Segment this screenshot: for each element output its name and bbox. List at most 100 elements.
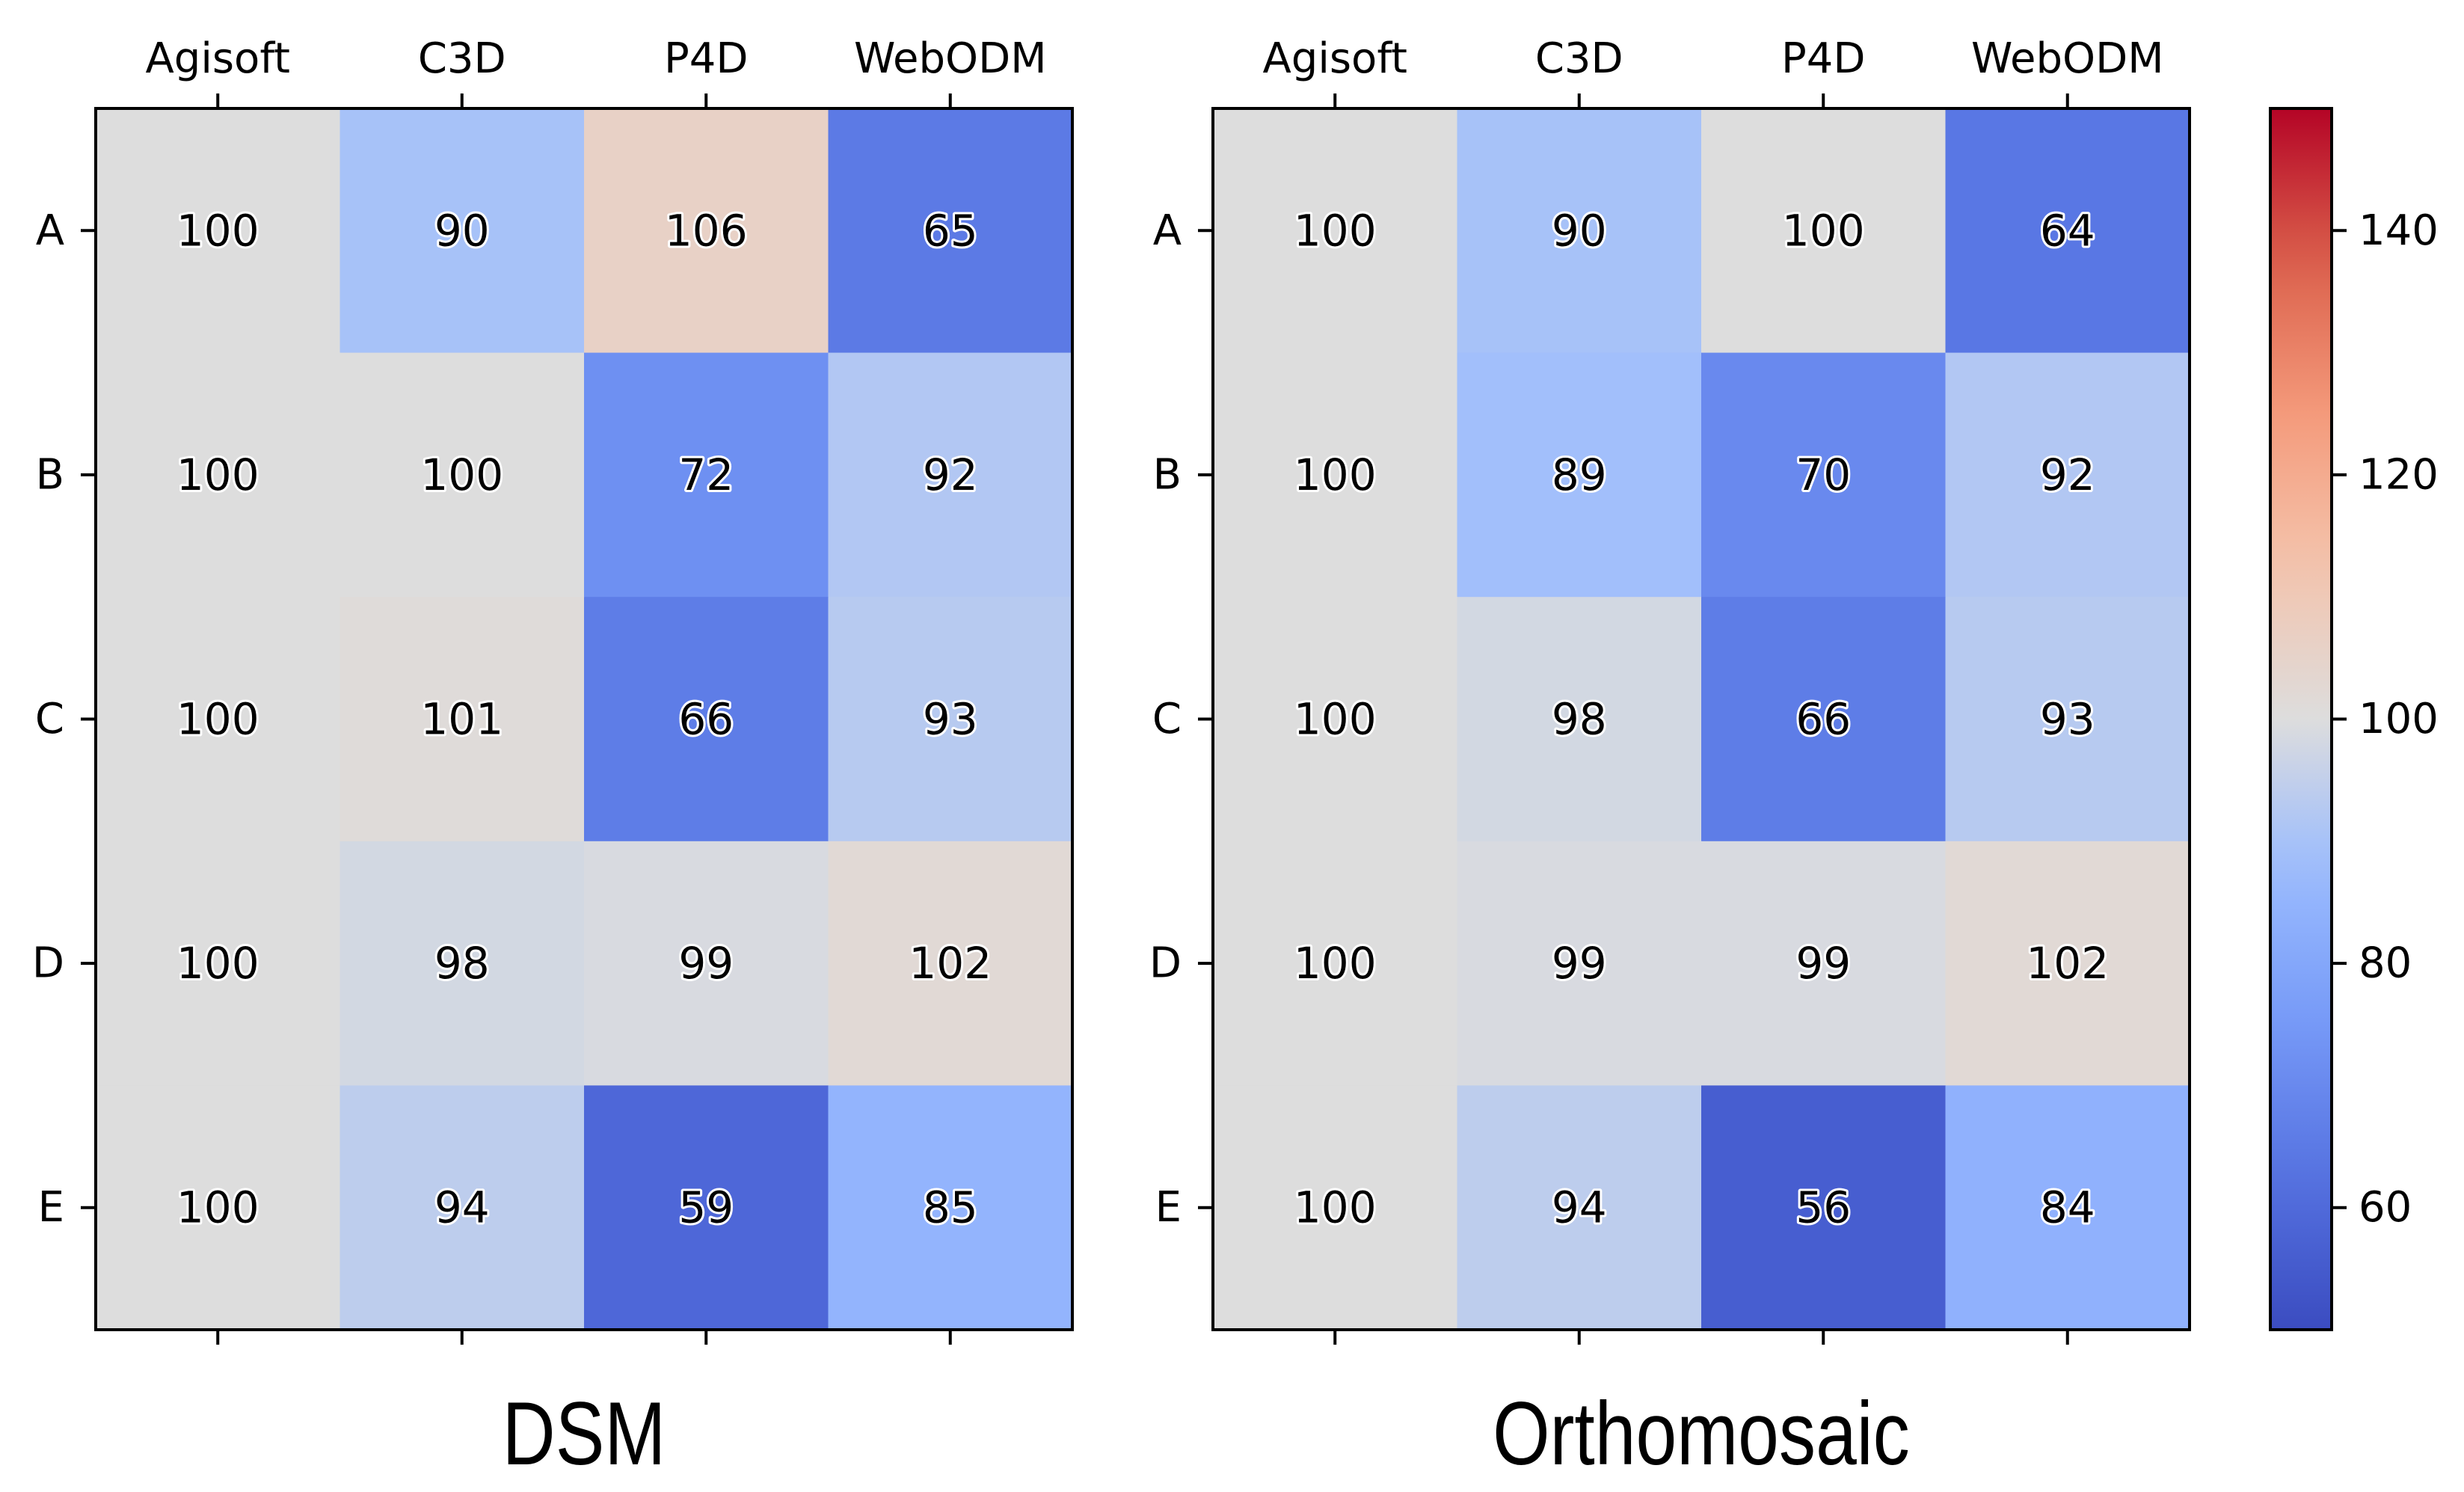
y-tick-label: E <box>1155 1183 1182 1232</box>
cell-value-label: 59 <box>678 1182 734 1233</box>
heatmap-cell <box>584 1085 829 1330</box>
panel-title-orthomosaic: Orthomosaic <box>1493 1384 1910 1484</box>
y-tick-label: C <box>1152 695 1182 743</box>
heatmap-cell <box>1457 1085 1702 1330</box>
heatmap-cell <box>340 1085 585 1330</box>
heatmap-cell <box>1213 1085 1457 1330</box>
cell-value-label: 98 <box>1552 694 1607 745</box>
x-tick-label: C3D <box>1535 34 1623 83</box>
heatmap-cell <box>96 352 340 598</box>
y-tick-label: A <box>1153 206 1182 255</box>
cell-value-label: 92 <box>2040 449 2095 500</box>
heatmap-cell <box>584 108 829 354</box>
heatmap-cell <box>828 597 1073 842</box>
heatmap-cell <box>1701 1085 1946 1330</box>
cell-value-label: 85 <box>923 1182 978 1233</box>
heatmap-cell <box>1945 597 2190 842</box>
heatmap-cell <box>1701 841 1946 1086</box>
heatmap-panel-orthomosaic: 100 90 100 64 100 89 70 92 100 98 66 93 100 99 99 102 10… <box>1149 34 2191 1484</box>
y-tick-label: D <box>32 939 64 988</box>
heatmap-cell <box>340 841 585 1086</box>
heatmap-cell <box>584 841 829 1086</box>
cell-value-label: 102 <box>909 938 992 989</box>
cell-value-label: 90 <box>434 205 490 256</box>
y-tick-label: D <box>1149 939 1182 988</box>
cell-value-label: 66 <box>678 694 734 745</box>
cell-value-label: 72 <box>678 449 734 500</box>
heatmap-cell <box>1213 841 1457 1086</box>
cell-value-label: 93 <box>2040 694 2095 745</box>
cell-value-label: 100 <box>1782 205 1865 256</box>
cell-value-label: 100 <box>176 205 259 256</box>
cell-value-label: 100 <box>176 694 259 745</box>
cell-value-label: 92 <box>923 449 978 500</box>
cell-value-label: 94 <box>434 1182 490 1233</box>
heatmap-cell <box>828 841 1073 1086</box>
x-tick-label: P4D <box>1781 34 1866 83</box>
heatmap-cell <box>828 352 1073 598</box>
cell-value-label: 101 <box>420 694 503 745</box>
x-tick-label: Agisoft <box>1262 34 1407 83</box>
x-tick-label: P4D <box>664 34 749 83</box>
colorbar-tick-label: 140 <box>2359 206 2439 255</box>
heatmap-cell <box>96 597 340 842</box>
cell-value-label: 99 <box>1552 938 1607 989</box>
cell-value-label: 90 <box>1552 205 1607 256</box>
y-tick-label: B <box>36 450 64 499</box>
cell-value-label: 65 <box>923 205 978 256</box>
cell-value-label: 64 <box>2040 205 2095 256</box>
cell-value-label: 99 <box>1795 938 1851 989</box>
cell-value-label: 56 <box>1795 1182 1851 1233</box>
heatmap-cell <box>828 108 1073 354</box>
x-tick-label: WebODM <box>1971 34 2164 83</box>
colorbar: 60 80 100 120 140 <box>2269 107 2439 1331</box>
heatmap-cell <box>1213 597 1457 842</box>
cell-value-label: 66 <box>1795 694 1851 745</box>
heatmap-cell <box>96 108 340 354</box>
cell-value-label: 100 <box>420 449 503 500</box>
cell-value-label: 89 <box>1552 449 1607 500</box>
heatmap-panel-dsm: 100 90 106 65 100 100 72 92 100 101 66 93 100 98 99 102… <box>32 34 1074 1484</box>
heatmap-cell <box>96 1085 340 1330</box>
cell-value-label: 100 <box>1294 694 1377 745</box>
heatmap-cell <box>340 108 585 354</box>
heatmap-cell <box>584 597 829 842</box>
cell-value-label: 100 <box>176 1182 259 1233</box>
y-tick-label: B <box>1153 450 1182 499</box>
heatmap-cell <box>1701 108 1946 354</box>
cell-value-label: 102 <box>2026 938 2109 989</box>
heatmap-cell <box>340 352 585 598</box>
cell-value-label: 93 <box>923 694 978 745</box>
heatmap-cell <box>1213 108 1457 354</box>
heatmap-cell <box>96 841 340 1086</box>
cell-value-label: 84 <box>2040 1182 2095 1233</box>
heatmap-cell <box>1701 597 1946 842</box>
cell-value-label: 100 <box>1294 449 1377 500</box>
cell-value-label: 94 <box>1552 1182 1607 1233</box>
y-tick-label: E <box>38 1183 64 1232</box>
heatmap-cell <box>584 352 829 598</box>
cell-value-label: 100 <box>176 938 259 989</box>
heatmap-cell <box>1457 352 1702 598</box>
heatmap-cell <box>1457 108 1702 354</box>
x-tick-label: WebODM <box>854 34 1047 83</box>
heatmap-cell <box>1457 841 1702 1086</box>
cell-value-label: 100 <box>1294 205 1377 256</box>
y-tick-label: C <box>35 695 64 743</box>
cell-value-label: 100 <box>1294 938 1377 989</box>
heatmap-cell <box>1945 108 2190 354</box>
heatmap-cell <box>1457 597 1702 842</box>
colorbar-tick-label: 120 <box>2359 450 2439 499</box>
cell-value-label: 98 <box>434 938 490 989</box>
colorbar-tick-label: 60 <box>2359 1183 2412 1232</box>
panel-title-dsm: DSM <box>503 1384 666 1484</box>
x-tick-label: Agisoft <box>145 34 290 83</box>
cell-value-label: 100 <box>176 449 259 500</box>
heatmap-cell <box>340 597 585 842</box>
heatmap-cell <box>1945 352 2190 598</box>
heatmap-cell <box>828 1085 1073 1330</box>
x-tick-label: C3D <box>418 34 506 83</box>
colorbar-tick-label: 100 <box>2359 695 2439 743</box>
heatmap-cell <box>1213 352 1457 598</box>
